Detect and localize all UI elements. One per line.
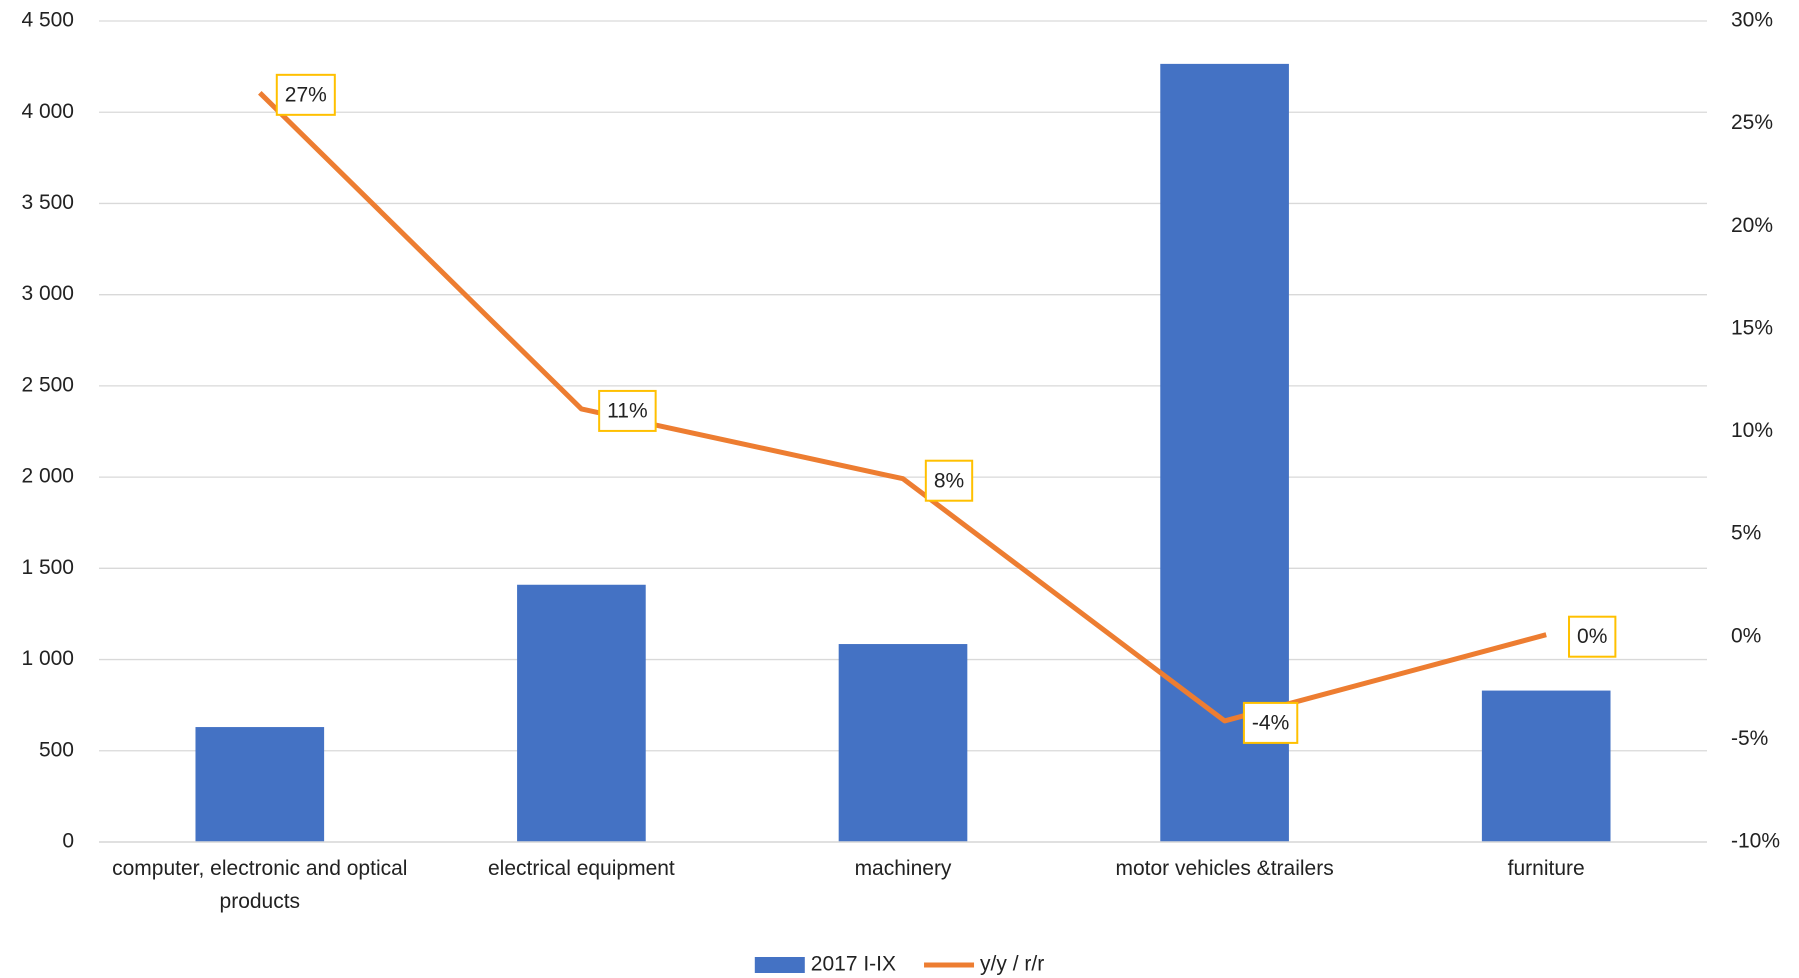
y2-tick-label: -10%: [1731, 830, 1780, 853]
bar: [838, 644, 968, 842]
y2-tick-label: 15%: [1731, 316, 1773, 339]
legend-swatch: [754, 957, 805, 973]
bar: [195, 727, 325, 842]
y2-tick-label: 25%: [1731, 111, 1773, 134]
data-label-text: 27%: [285, 83, 327, 106]
y2-tick-label: -5%: [1731, 727, 1768, 750]
x-tick-label: motor vehicles &trailers: [1115, 857, 1334, 880]
legend-label: 2017 I-IX: [811, 953, 896, 976]
data-label-text: 8%: [934, 469, 964, 492]
data-label-box: [275, 73, 336, 116]
data-label-box: [924, 459, 974, 502]
x-tick-label: furniture: [1507, 857, 1585, 880]
legend-label: y/y / r/r: [980, 953, 1044, 976]
y-tick-label: 3 500: [21, 191, 74, 214]
data-label: 0%: [1568, 615, 1617, 658]
y-tick-label: 4 500: [21, 9, 74, 32]
y-tick-label: 500: [39, 738, 74, 761]
data-label-text: -4%: [1252, 711, 1289, 734]
data-label-box: [598, 389, 657, 432]
y2-tick-label: 5%: [1731, 522, 1761, 545]
y-tick-label: 0: [62, 830, 74, 853]
bar: [517, 584, 646, 842]
y-tick-label: 1 000: [21, 647, 74, 670]
bar: [1481, 690, 1611, 842]
data-label-box: [1568, 615, 1617, 658]
y-tick-label: 2 500: [21, 373, 74, 396]
data-label: 8%: [924, 459, 974, 502]
data-label: -4%: [1242, 701, 1299, 744]
y-tick-label: 2 000: [21, 465, 74, 488]
data-label-text: 0%: [1577, 625, 1607, 648]
y2-tick-label: 30%: [1731, 9, 1773, 32]
y-tick-label: 4 000: [21, 100, 74, 123]
data-label: 11%: [598, 389, 657, 432]
y2-tick-label: 20%: [1731, 214, 1773, 237]
x-tick-label: electrical equipment: [488, 857, 675, 880]
data-label: 27%: [275, 73, 336, 116]
x-tick-label: machinery: [854, 857, 952, 880]
y-tick-label: 1 500: [21, 556, 74, 579]
line: [258, 91, 1547, 724]
data-label-text: 11%: [607, 399, 647, 422]
y2-tick-label: 10%: [1731, 419, 1773, 442]
y-tick-label: 3 000: [21, 282, 74, 305]
data-label-box: [1242, 701, 1299, 744]
y2-tick-label: 0%: [1731, 624, 1761, 647]
legend: 2017 I-IX y/y / r/r: [754, 953, 1044, 976]
x-tick-label: computer, electronic and optical product…: [112, 857, 408, 913]
